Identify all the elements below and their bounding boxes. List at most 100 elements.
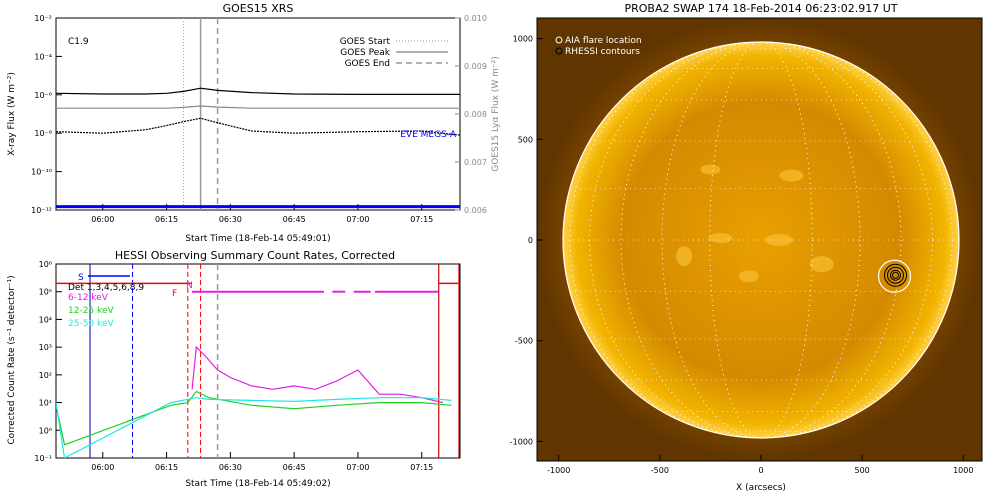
hessi-x-tick-label: 06:30 xyxy=(219,463,242,472)
swap-x-tick-label: 0 xyxy=(758,466,763,475)
longitude-line xyxy=(569,41,953,439)
swap-legend-aia: AIA flare location xyxy=(565,36,642,46)
hessi-x-tick-label: 07:00 xyxy=(346,463,369,472)
hessi-x-tick-label: 06:15 xyxy=(155,463,178,472)
hessi-series-line-2 xyxy=(56,397,452,458)
swap-legend-aia-marker xyxy=(555,36,563,44)
goes-eve-label: EVE MEGS-A xyxy=(400,130,457,140)
goes-flare-class: C1.9 xyxy=(68,37,89,47)
swap-x-tick-label: 500 xyxy=(854,466,869,475)
goes-y-tick-label: 10⁻¹⁰ xyxy=(31,168,52,177)
goes-legend-start: GOES Start xyxy=(340,37,391,47)
hessi-plot-frame xyxy=(55,263,461,459)
hessi-y-tick-label: 10⁶ xyxy=(39,260,52,269)
goes-legend-end: GOES End xyxy=(345,59,390,69)
heliographic-grid xyxy=(563,41,959,439)
goes-series-line-0 xyxy=(56,87,460,95)
goes-x-tick-label: 07:00 xyxy=(346,215,369,224)
swap-y-ticks: -1000 -500 0 500 1000 xyxy=(510,35,543,446)
swap-title: PROBA2 SWAP 174 18-Feb-2014 06:23:02.917… xyxy=(625,2,898,15)
hessi-legend-25-50: 25-50 keV xyxy=(68,319,114,329)
swap-x-ticks: -1000 -500 0 500 1000 xyxy=(547,455,973,475)
hessi-ylabel: Corrected Count Rate (s⁻¹ detector⁻¹) xyxy=(7,275,17,444)
hessi-x-tick-label: 06:45 xyxy=(283,463,306,472)
hessi-y-tick-label: 10³ xyxy=(39,343,52,352)
hessi-y-ticks: 10⁻¹ 10⁰ 10¹ 10² 10³ 10⁴ 10⁵ 10⁶ xyxy=(34,260,62,463)
rhessi-contour xyxy=(887,266,905,284)
goes-event-lines xyxy=(183,18,219,210)
goes-x-tick-label: 06:30 xyxy=(219,215,242,224)
active-region xyxy=(738,270,759,283)
goes-x-tick-label: 07:15 xyxy=(410,215,433,224)
goes-legend: GOES Start GOES Peak GOES End xyxy=(340,37,448,69)
goes-legend-peak: GOES Peak xyxy=(340,48,390,58)
swap-y-tick-label: 500 xyxy=(518,135,533,144)
hessi-y-tick-label: 10⁰ xyxy=(39,426,52,435)
swap-y-tick-label: 1000 xyxy=(513,35,533,44)
goes-x-tick-label: 06:15 xyxy=(155,215,178,224)
goes-panel: GOES15 XRS C1.9 X-ray Flux (W m⁻²) GOES1… xyxy=(7,2,501,244)
swap-legend-rhessi: RHESSI contours xyxy=(565,47,640,57)
goes-series-line-1 xyxy=(56,105,460,109)
hessi-markers xyxy=(56,264,460,458)
goes-y-ticks-right: 0.006 0.007 0.008 0.009 0.010 xyxy=(455,14,487,215)
hessi-series-line-0 xyxy=(191,345,444,404)
goes-y-right-tick-label: 0.009 xyxy=(464,62,487,71)
goes-y-tick-label: 10⁻⁶ xyxy=(34,91,52,100)
hessi-legend-12-25: 12-25 keV xyxy=(68,306,114,316)
flare-markers xyxy=(877,259,912,293)
sun-disk xyxy=(563,42,959,438)
hessi-legend-6-12: 6-12 keV xyxy=(68,293,109,303)
goes-x-tick-label: 06:00 xyxy=(91,215,114,224)
goes-y-tick-label: 10⁻⁸ xyxy=(34,129,52,138)
goes-series-line-2 xyxy=(56,117,460,136)
swap-legend-rhessi-marker xyxy=(555,47,563,55)
rhessi-contour xyxy=(884,263,908,287)
sun-texture xyxy=(676,164,834,283)
swap-y-tick-label: -1000 xyxy=(510,437,533,446)
active-region xyxy=(765,234,794,246)
hessi-flag-s: S xyxy=(78,273,84,283)
swap-image xyxy=(537,18,982,461)
hessi-y-tick-label: 10¹ xyxy=(39,399,52,408)
hessi-legend: S Det 1,3,4,5,6,8,9 6-12 keV 12-25 keV 2… xyxy=(68,273,193,329)
goes-title: GOES15 XRS xyxy=(223,2,294,15)
goes-y-tick-label: 10⁻² xyxy=(34,14,52,23)
hessi-detector-label: Det 1,3,4,5,6,8,9 xyxy=(68,283,144,293)
goes-ylabel-right: GOES15 Lyα Flux (W m⁻²) xyxy=(491,56,501,172)
goes-y-tick-label: 10⁻¹² xyxy=(31,206,52,215)
hessi-title: HESSI Observing Summary Count Rates, Cor… xyxy=(115,249,395,262)
hessi-panel: HESSI Observing Summary Count Rates, Cor… xyxy=(7,249,461,489)
goes-x-tick-label: 06:45 xyxy=(283,215,306,224)
longitude-line xyxy=(661,41,861,439)
goes-y-right-tick-label: 0.010 xyxy=(464,14,487,23)
hessi-x-ticks: 06:00 06:15 06:30 06:45 07:00 07:15 xyxy=(91,452,433,472)
goes-ylabel-left: X-ray Flux (W m⁻²) xyxy=(7,72,17,156)
swap-y-tick-label: 0 xyxy=(528,236,533,245)
swap-x-tick-label: -500 xyxy=(651,466,669,475)
active-region xyxy=(809,256,834,273)
hessi-series xyxy=(56,345,452,458)
swap-x-tick-label: 1000 xyxy=(953,466,973,475)
swap-panel: PROBA2 SWAP 174 18-Feb-2014 06:23:02.917… xyxy=(510,2,983,493)
goes-x-ticks: 06:00 06:15 06:30 06:45 07:00 07:15 xyxy=(91,204,433,224)
rhessi-contour xyxy=(892,271,900,279)
longitude-line xyxy=(620,41,902,439)
hessi-flag-n: N xyxy=(186,281,193,291)
hessi-x-tick-label: 06:00 xyxy=(91,463,114,472)
goes-y-tick-label: 10⁻⁴ xyxy=(34,52,52,61)
goes-series xyxy=(56,87,460,209)
active-region xyxy=(708,232,733,243)
goes-xlabel: Start Time (18-Feb-14 05:49:01) xyxy=(185,234,330,244)
hessi-y-tick-label: 10² xyxy=(39,371,52,380)
hessi-x-tick-label: 07:15 xyxy=(410,463,433,472)
hessi-y-tick-label: 10⁵ xyxy=(39,288,52,297)
goes-y-ticks: 10⁻¹² 10⁻¹⁰ 10⁻⁸ 10⁻⁶ 10⁻⁴ 10⁻² xyxy=(31,14,62,215)
hessi-y-tick-label: 10⁴ xyxy=(39,315,52,324)
active-region xyxy=(700,164,721,175)
swap-legend: AIA flare location RHESSI contours xyxy=(555,36,642,57)
swap-y-tick-label: -500 xyxy=(515,337,533,346)
active-region xyxy=(676,246,693,267)
goes-y-right-tick-label: 0.008 xyxy=(464,110,487,119)
